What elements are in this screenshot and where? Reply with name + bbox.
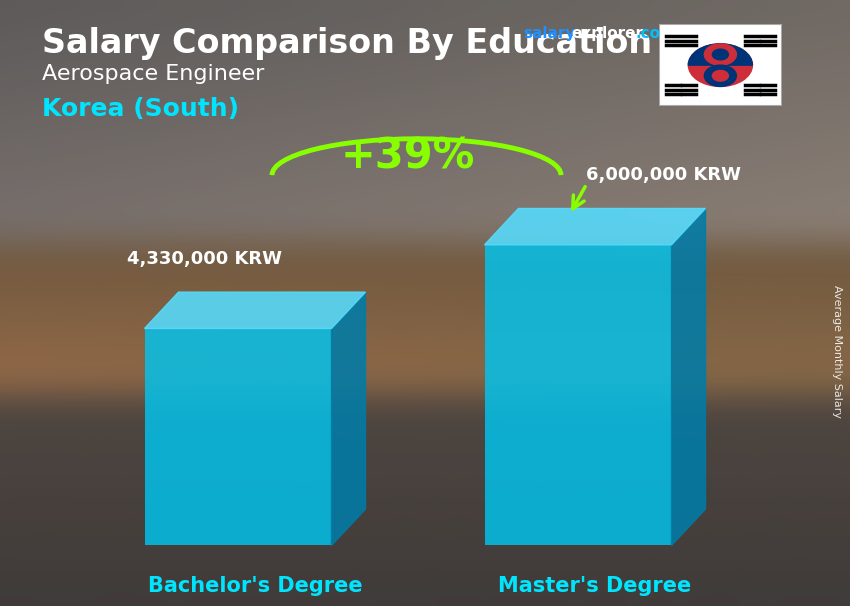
Text: salary: salary [523,26,575,41]
Text: Aerospace Engineer: Aerospace Engineer [42,64,265,84]
FancyBboxPatch shape [144,328,332,545]
Text: 6,000,000 KRW: 6,000,000 KRW [586,166,740,184]
Text: Korea (South): Korea (South) [42,97,240,121]
Wedge shape [688,44,752,65]
FancyBboxPatch shape [484,245,672,545]
Circle shape [712,49,728,60]
Text: +39%: +39% [341,136,475,178]
Text: Bachelor's Degree: Bachelor's Degree [148,576,362,596]
Text: Master's Degree: Master's Degree [498,576,692,596]
Text: 4,330,000 KRW: 4,330,000 KRW [127,250,281,268]
Text: .com: .com [636,26,677,41]
Polygon shape [672,208,705,545]
Text: Average Monthly Salary: Average Monthly Salary [832,285,842,418]
Circle shape [705,65,736,87]
Text: Salary Comparison By Education: Salary Comparison By Education [42,27,653,60]
Circle shape [688,44,752,87]
Polygon shape [144,292,366,328]
Circle shape [712,70,728,81]
Polygon shape [484,208,706,245]
Polygon shape [332,292,366,545]
Text: explorer: explorer [571,26,643,41]
Circle shape [705,44,736,65]
